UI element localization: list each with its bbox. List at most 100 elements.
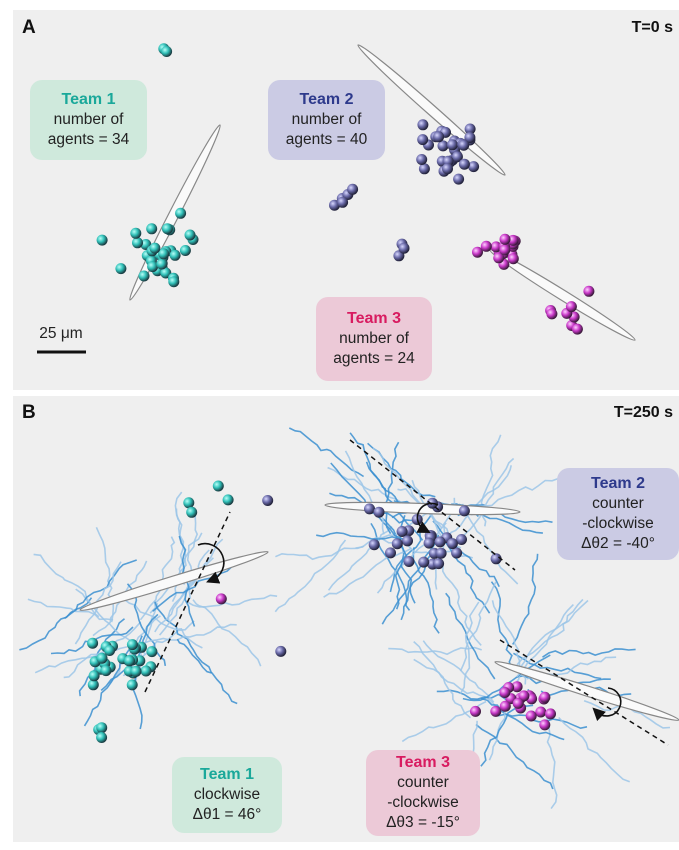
agent <box>186 507 197 518</box>
agent <box>459 159 470 170</box>
agent <box>87 638 98 649</box>
agent <box>566 301 577 312</box>
agent <box>481 241 492 252</box>
team-title: Team 1 <box>200 766 254 783</box>
agent <box>139 271 150 282</box>
team-title: Team 2 <box>300 91 354 108</box>
agent <box>417 134 428 145</box>
agent <box>89 670 100 681</box>
panel-label: A <box>22 17 36 38</box>
agent <box>546 308 557 319</box>
agent <box>451 548 462 559</box>
agent <box>161 46 172 57</box>
team-text: counter <box>592 495 644 512</box>
team-text: Δθ2 = -40° <box>581 535 655 552</box>
agent <box>223 494 234 505</box>
agent <box>583 286 594 297</box>
team-title: Team 1 <box>62 91 116 108</box>
agent <box>96 722 107 733</box>
scale-label: 25 μm <box>39 325 82 342</box>
agent <box>447 139 458 150</box>
agent <box>499 687 510 698</box>
agent <box>131 666 142 677</box>
team-title: Team 2 <box>591 475 645 492</box>
agent <box>500 234 511 245</box>
agent <box>447 538 458 549</box>
agent <box>385 547 396 558</box>
agent <box>499 244 510 255</box>
team-text: agents = 34 <box>48 131 130 148</box>
team-title: Team 3 <box>347 310 401 327</box>
agent <box>262 495 273 506</box>
agent <box>96 732 107 743</box>
agent <box>402 535 413 546</box>
agent <box>101 665 112 676</box>
agent <box>453 174 464 185</box>
agent <box>490 706 501 717</box>
team-text: number of <box>292 111 362 128</box>
agent <box>539 692 550 703</box>
time-label: T=0 s <box>632 19 673 36</box>
figure: A T=0 s 25 μm B T=250 s Team 1 number of a… <box>0 0 679 845</box>
agent <box>418 557 429 568</box>
team-text: agents = 24 <box>333 350 415 367</box>
agent <box>124 655 135 666</box>
agent <box>508 253 519 264</box>
team-text: number of <box>339 330 409 347</box>
agent <box>97 235 108 246</box>
agent <box>170 250 181 261</box>
page: {"panels": [ {"label": "A", "time": "T=0… <box>0 0 679 845</box>
agent <box>146 223 157 234</box>
team-text: Δθ1 = 46° <box>193 806 262 823</box>
agent <box>127 679 138 690</box>
agent <box>156 259 167 270</box>
agent <box>213 481 224 492</box>
agent <box>526 711 537 722</box>
team-text: counter <box>397 774 449 791</box>
agent <box>397 526 408 537</box>
time-label: T=250 s <box>614 404 673 421</box>
team-text: -clockwise <box>387 794 458 811</box>
agent <box>416 154 427 165</box>
agent <box>141 666 152 677</box>
agent <box>337 197 348 208</box>
agent <box>175 208 186 219</box>
agent <box>168 276 179 287</box>
agent <box>130 228 141 239</box>
agent <box>513 698 524 709</box>
agent <box>433 558 444 569</box>
agent <box>433 131 444 142</box>
agent <box>435 536 446 547</box>
agent <box>535 707 546 718</box>
agent <box>436 548 447 559</box>
team-text: clockwise <box>194 786 260 803</box>
panel-label: B <box>22 402 36 423</box>
agent <box>470 706 481 717</box>
agent <box>146 646 157 657</box>
agent <box>149 243 160 254</box>
agent <box>500 701 511 712</box>
agent <box>275 646 286 657</box>
agent <box>347 184 358 195</box>
agent <box>216 593 227 604</box>
agent <box>458 140 469 151</box>
team-text: Δθ3 = -15° <box>386 814 460 831</box>
agent <box>404 556 415 567</box>
agent <box>545 708 556 719</box>
agent <box>180 245 191 256</box>
agent <box>369 539 380 550</box>
agent <box>459 505 470 516</box>
agent <box>419 163 430 174</box>
agent <box>539 719 550 730</box>
agent <box>417 119 428 130</box>
agent <box>183 497 194 508</box>
agent <box>392 538 403 549</box>
agent <box>162 223 173 234</box>
agent <box>374 507 385 518</box>
agent <box>424 538 435 549</box>
team-text: number of <box>54 111 124 128</box>
agent <box>364 503 375 514</box>
team-title: Team 3 <box>396 754 450 771</box>
agent <box>115 263 126 274</box>
agent <box>399 243 410 254</box>
